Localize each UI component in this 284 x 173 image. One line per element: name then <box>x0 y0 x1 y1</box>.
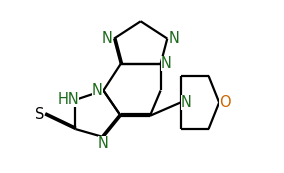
Text: N: N <box>181 95 192 110</box>
Text: N: N <box>98 136 109 151</box>
Text: N: N <box>160 56 171 71</box>
Text: N: N <box>168 31 179 46</box>
Text: N: N <box>92 83 103 98</box>
Text: HN: HN <box>57 92 79 107</box>
Text: S: S <box>35 107 44 122</box>
Text: O: O <box>219 95 231 110</box>
Text: N: N <box>102 31 113 46</box>
